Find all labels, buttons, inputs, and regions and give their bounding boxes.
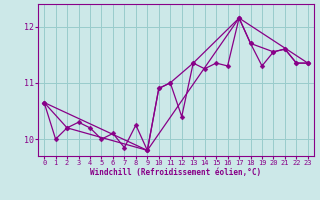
X-axis label: Windchill (Refroidissement éolien,°C): Windchill (Refroidissement éolien,°C) (91, 168, 261, 177)
